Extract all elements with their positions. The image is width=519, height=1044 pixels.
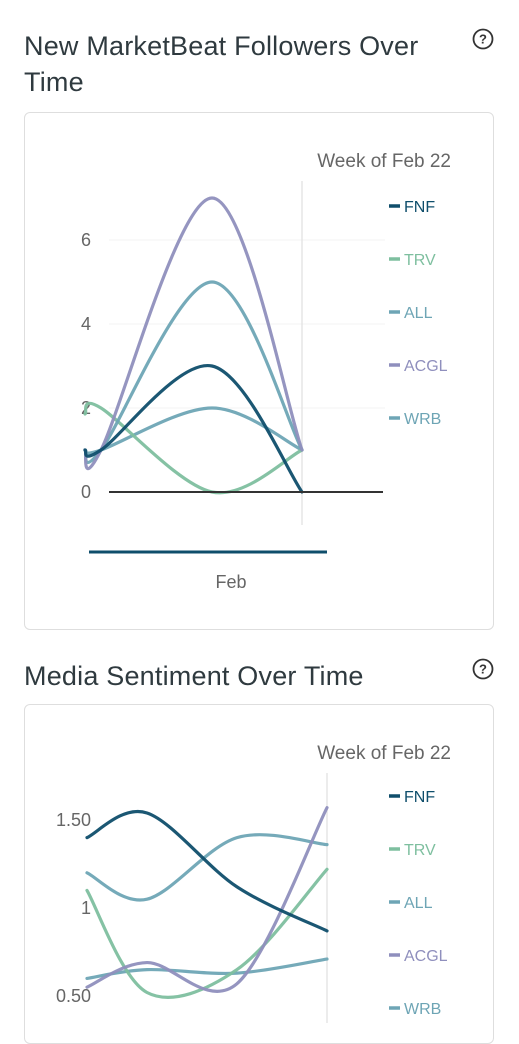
legend-item-trv: TRV [404, 252, 436, 269]
svg-text:?: ? [479, 32, 487, 47]
y-tick-label: 6 [81, 230, 91, 250]
legend-item-trv: TRV [404, 842, 436, 859]
series-line-all [85, 833, 329, 902]
question-circle-icon[interactable]: ? [472, 28, 494, 50]
y-tick-label: 1 [81, 898, 91, 918]
svg-text:?: ? [479, 662, 487, 677]
legend-item-all: ALL [404, 895, 433, 912]
y-tick-label: 4 [81, 314, 91, 334]
series-line-acgl [85, 806, 329, 993]
y-tick-label: 0 [81, 482, 91, 502]
series-line-fnf [83, 364, 304, 494]
legend-item-fnf: FNF [404, 199, 435, 216]
x-tick-label: Feb [215, 572, 246, 592]
series-line-fnf [85, 809, 329, 933]
series-line-wrb [85, 957, 329, 980]
legend-item-fnf: FNF [404, 789, 435, 806]
series-line-trv [83, 401, 304, 495]
legend-item-acgl: ACGL [404, 948, 448, 965]
followers-chart-card: Week of Feb 22 0 2 4 6 Feb FNF TRV ALL ACGL WRB [24, 112, 494, 630]
week-label: Week of Feb 22 [317, 743, 451, 764]
series-line-all [83, 280, 304, 465]
y-tick-label: 1.50 [56, 810, 91, 830]
legend-item-wrb: WRB [404, 1001, 441, 1018]
legend-item-all: ALL [404, 305, 433, 322]
sentiment-line-chart: Week of Feb 22 0.50 1 1.50 FNF TRV ALL ACGL WRB [56, 743, 451, 1023]
series-line-trv [85, 867, 329, 999]
sentiment-chart-card: Week of Feb 22 0.50 1 1.50 FNF TRV ALL ACGL WRB [24, 704, 494, 1044]
legend-item-acgl: ACGL [404, 358, 448, 375]
question-circle-icon[interactable]: ? [472, 658, 494, 680]
sentiment-chart-title: Media Sentiment Over Time [24, 661, 364, 691]
legend-item-wrb: WRB [404, 411, 441, 428]
y-tick-label: 0.50 [56, 986, 91, 1006]
followers-chart-title: New MarketBeat Followers Over Time [24, 31, 419, 97]
series-line-acgl [83, 196, 304, 471]
week-label: Week of Feb 22 [317, 151, 451, 172]
